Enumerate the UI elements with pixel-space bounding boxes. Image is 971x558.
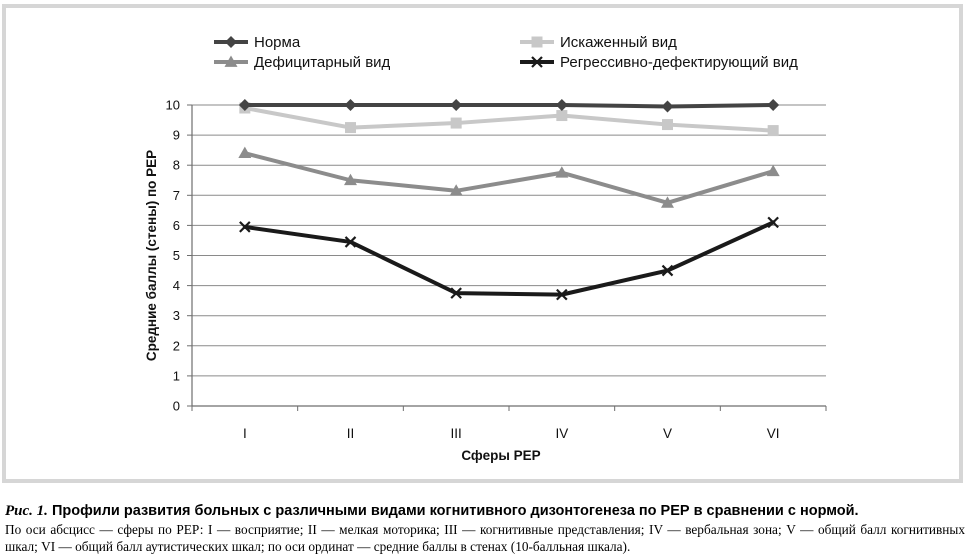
data-point <box>556 110 568 122</box>
data-point <box>450 99 463 111</box>
x-tick-label: V <box>663 426 672 441</box>
legend-label: Регрессивно-дефектирующий вид <box>560 54 798 71</box>
figure-caption-note: По оси абсцисс — сферы по РЕР: I — воспр… <box>5 522 965 554</box>
data-point <box>238 146 252 159</box>
data-point <box>344 173 357 186</box>
data-point <box>449 184 463 196</box>
data-point <box>766 164 780 177</box>
data-point <box>239 221 251 233</box>
y-tick-label: 1 <box>173 368 180 383</box>
legend-label: Норма <box>254 34 301 51</box>
data-point <box>238 99 251 111</box>
legend-label: Искаженный вид <box>560 34 677 51</box>
x-tick-label: IV <box>555 426 568 441</box>
series-line <box>242 106 776 133</box>
y-tick-label: 5 <box>173 248 180 263</box>
data-point <box>556 288 568 301</box>
data-point <box>555 166 569 178</box>
x-tick-label: II <box>347 426 355 441</box>
legend-marker <box>531 36 543 48</box>
y-tick-label: 10 <box>166 98 180 113</box>
data-point <box>555 99 568 111</box>
series-line <box>242 103 776 109</box>
x-axis-title: Сферы РЕР <box>461 448 540 463</box>
data-point <box>662 119 673 131</box>
chart-frame: 0 1 2 3 4 5 6 7 8 9 10 I II III IV V VI Сферы РЕР Средние … <box>2 4 963 483</box>
legend-marker <box>225 36 237 48</box>
series-line <box>242 151 776 205</box>
data-point <box>661 100 674 113</box>
data-point <box>450 287 462 299</box>
figure-caption-title: Рис. 1. Профили развития больных с разли… <box>5 503 965 520</box>
data-point <box>767 99 780 111</box>
data-point <box>345 122 356 134</box>
data-point <box>661 264 674 277</box>
legend-marker <box>531 56 543 68</box>
y-tick-label: 6 <box>173 218 180 233</box>
data-point <box>344 236 357 248</box>
series-line <box>242 220 776 297</box>
figure-title: Профили развития больных с различными ви… <box>51 503 859 519</box>
y-axis-title: Средние баллы (стены) по РЕР <box>144 150 159 361</box>
x-tick-label: III <box>451 426 462 441</box>
y-tick-label: 3 <box>173 308 180 323</box>
y-tick-label: 9 <box>173 128 180 143</box>
y-tick-label: 7 <box>173 188 180 203</box>
y-tick-label: 4 <box>173 278 180 293</box>
data-point <box>661 196 674 208</box>
data-point <box>344 99 357 111</box>
x-tick-label: VI <box>767 426 780 441</box>
y-tick-label: 2 <box>173 338 180 353</box>
data-point <box>767 125 779 137</box>
legend-label: Дефицитарный вид <box>254 54 391 71</box>
data-point <box>450 117 462 129</box>
figure-label: Рис. 1. <box>5 503 48 519</box>
y-tick-label: 8 <box>173 158 180 173</box>
legend-marker <box>224 55 238 67</box>
y-tick-label: 0 <box>173 399 180 414</box>
data-point <box>767 216 779 229</box>
x-tick-label: I <box>243 426 247 441</box>
